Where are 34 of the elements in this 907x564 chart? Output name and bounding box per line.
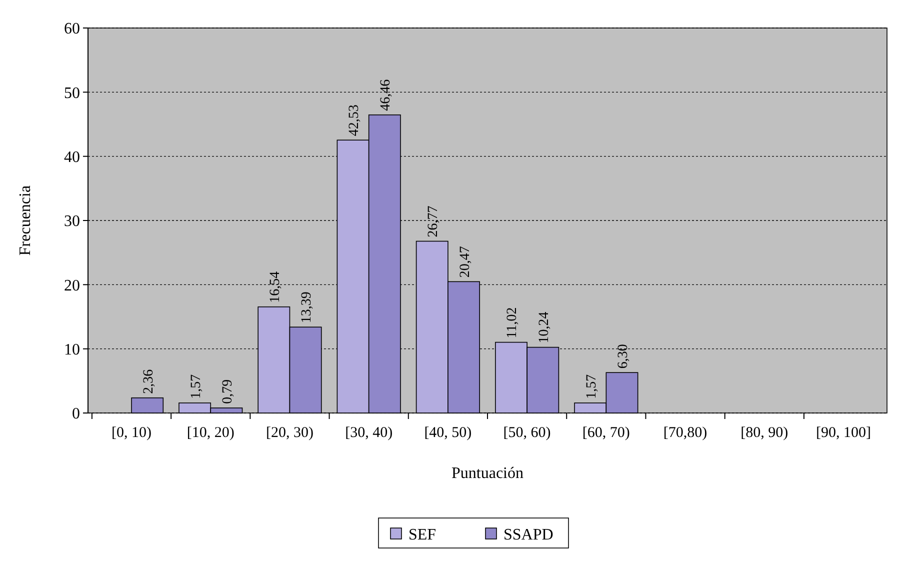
- y-tick-label: 0: [72, 406, 80, 423]
- x-tick-label: [40, 50): [424, 425, 472, 441]
- y-tick-label: 30: [64, 213, 80, 230]
- y-tick-label: 10: [64, 341, 80, 358]
- x-tick-label: [20, 30): [266, 425, 314, 441]
- data-label: 16,54: [268, 271, 283, 303]
- data-label: 42,53: [347, 104, 362, 136]
- y-axis-title: Frecuencia: [17, 185, 34, 256]
- x-tick-label: [10, 20): [186, 425, 234, 441]
- data-label: 1,57: [584, 374, 600, 399]
- x-tick-label: [0, 10): [112, 425, 152, 441]
- data-label: 0,79: [220, 379, 236, 404]
- data-label: 13,39: [300, 292, 315, 324]
- data-label: 10,24: [536, 312, 552, 344]
- x-tick-label: [80, 90): [740, 425, 788, 441]
- data-label: 1,57: [188, 374, 204, 399]
- data-label: 46,46: [378, 79, 394, 111]
- y-tick-label: 40: [64, 148, 80, 166]
- x-tick-label: [90, 100]: [816, 425, 871, 441]
- x-tick-label: [60, 70): [582, 425, 630, 441]
- x-tick-label: [30, 40): [345, 425, 393, 441]
- y-tick-label: 50: [64, 84, 80, 102]
- y-tick-label: 60: [64, 20, 80, 38]
- data-label: 26,77: [426, 206, 442, 238]
- y-tick-label: 20: [64, 277, 80, 294]
- data-label: 11,02: [505, 307, 520, 338]
- data-label: 6,30: [616, 344, 631, 369]
- x-axis-title: Puntuación: [452, 465, 524, 482]
- legend-label: SSAPD: [504, 526, 554, 544]
- x-tick-label: [70,80): [663, 425, 708, 441]
- legend-label: SEF: [408, 526, 436, 544]
- data-label: 20,47: [458, 246, 473, 278]
- data-label: 2,36: [141, 369, 156, 394]
- x-tick-label: [50, 60): [503, 425, 551, 441]
